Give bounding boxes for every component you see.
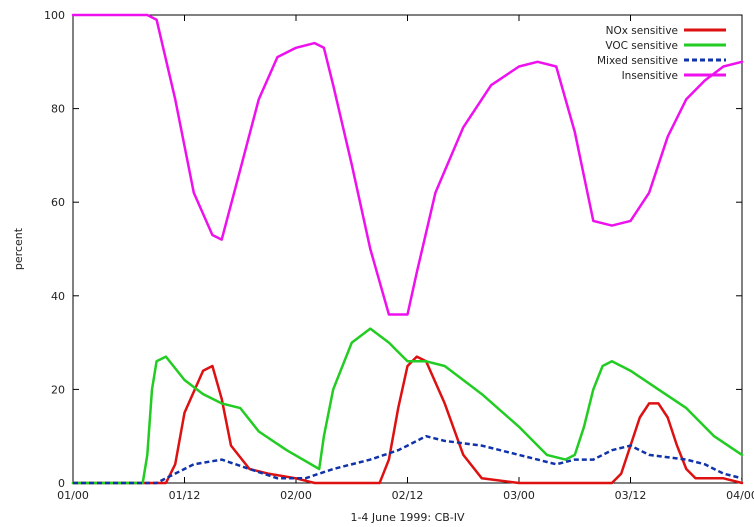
series-layer — [71, 13, 744, 485]
y-tick-label: 80 — [51, 103, 65, 116]
legend: NOx sensitive VOC sensitive Mixed sensitiv… — [597, 25, 726, 82]
series-line-nox-sensitive — [71, 355, 744, 485]
series-line-insensitive — [71, 13, 744, 316]
x-tick-label: 04/00 — [726, 489, 754, 502]
x-tick-label: 01/00 — [57, 489, 89, 502]
x-axis-title: 1-4 June 1999: CB-IV — [350, 511, 465, 524]
y-axis-title: percent — [12, 227, 25, 270]
x-tick-label: 02/12 — [392, 489, 424, 502]
series-line-mixed-sensitive — [73, 434, 743, 485]
y-axis: 0 20 40 60 80 100 — [44, 9, 742, 490]
y-tick-label: 20 — [51, 383, 65, 396]
x-tick-label: 03/00 — [503, 489, 535, 502]
series-line-voc-sensitive — [71, 327, 744, 485]
x-tick-label: 01/12 — [169, 489, 201, 502]
legend-label-voc-sensitive: VOC sensitive — [605, 40, 678, 52]
y-tick-label: 60 — [51, 196, 65, 209]
x-axis: 01/00 01/12 02/00 02/12 03/00 03/12 04/00 — [57, 15, 754, 502]
legend-label-mixed-sensitive: Mixed sensitive — [597, 55, 678, 67]
legend-label-nox-sensitive: NOx sensitive — [606, 25, 678, 37]
x-tick-label: 02/00 — [280, 489, 312, 502]
y-tick-label: 40 — [51, 290, 65, 303]
y-tick-label: 100 — [44, 9, 65, 22]
legend-label-insensitive: Insensitive — [622, 70, 678, 82]
y-tick-label: 0 — [58, 477, 65, 490]
x-tick-label: 03/12 — [615, 489, 647, 502]
